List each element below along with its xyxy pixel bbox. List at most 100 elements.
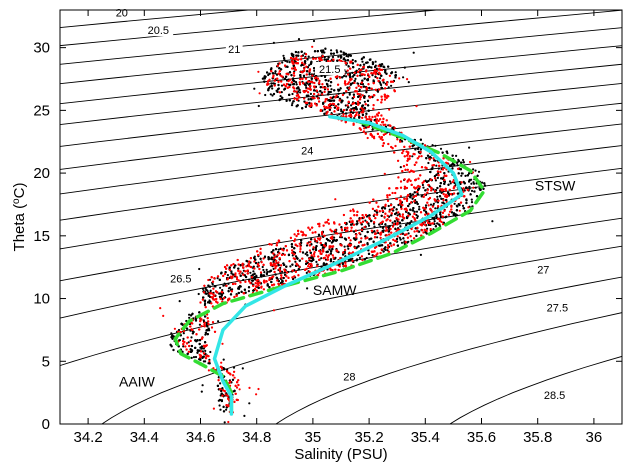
scatter-point xyxy=(350,82,353,85)
scatter-point xyxy=(268,286,271,289)
scatter-point xyxy=(332,52,335,55)
scatter-point xyxy=(290,74,293,77)
scatter-point-outlier xyxy=(248,402,251,405)
scatter-point xyxy=(358,111,361,115)
scatter-point xyxy=(457,172,460,175)
scatter-point xyxy=(450,211,454,214)
scatter-point xyxy=(418,208,421,211)
scatter-point xyxy=(447,191,450,194)
scatter-point xyxy=(302,74,306,77)
scatter-point xyxy=(320,91,324,94)
scatter-point xyxy=(234,264,237,267)
scatter-point xyxy=(483,184,487,187)
density-contour-line xyxy=(60,145,622,221)
scatter-point xyxy=(353,79,356,83)
scatter-point xyxy=(297,99,300,102)
scatter-point-outlier xyxy=(277,248,280,251)
scatter-point xyxy=(268,72,271,75)
scatter-point xyxy=(225,406,228,409)
scatter-point xyxy=(232,273,235,276)
scatter-point xyxy=(245,259,248,263)
scatter-point xyxy=(190,344,193,348)
scatter-point xyxy=(206,329,209,332)
scatter-point xyxy=(299,75,302,79)
scatter-point xyxy=(461,204,465,207)
density-contour-line xyxy=(60,27,622,85)
scatter-point xyxy=(408,222,411,225)
scatter-point xyxy=(395,208,398,211)
scatter-point xyxy=(434,179,437,182)
scatter-point xyxy=(462,161,465,164)
scatter-point xyxy=(380,74,383,77)
scatter-point xyxy=(408,202,411,206)
scatter-point xyxy=(310,60,313,64)
scatter-point xyxy=(434,225,437,228)
scatter-point xyxy=(389,242,392,245)
scatter-point xyxy=(346,59,350,62)
scatter-point xyxy=(470,189,474,192)
scatter-point xyxy=(330,99,333,102)
scatter-point xyxy=(448,180,452,183)
scatter-point xyxy=(481,181,484,184)
scatter-point xyxy=(407,212,410,215)
scatter-point xyxy=(373,225,376,228)
scatter-point xyxy=(415,210,419,213)
scatter-point xyxy=(359,64,362,67)
scatter-point xyxy=(251,279,255,282)
scatter-point xyxy=(170,332,173,335)
scatter-point xyxy=(227,282,230,285)
scatter-point xyxy=(324,258,328,261)
scatter-point xyxy=(379,244,382,247)
scatter-point xyxy=(361,104,364,107)
scatter-point xyxy=(387,65,390,68)
scatter-point xyxy=(456,161,459,164)
scatter-point xyxy=(329,252,332,255)
scatter-point xyxy=(205,292,208,295)
scatter-point xyxy=(360,58,363,61)
scatter-point xyxy=(340,50,343,53)
scatter-point xyxy=(289,83,292,86)
scatter-point xyxy=(306,254,309,257)
scatter-point xyxy=(295,54,298,57)
scatter-point xyxy=(369,58,372,61)
scatter-point xyxy=(207,301,210,304)
scatter-point xyxy=(306,70,309,73)
scatter-point xyxy=(266,284,269,287)
scatter-point xyxy=(240,290,243,293)
scatter-point xyxy=(263,76,266,79)
scatter-point xyxy=(228,286,232,289)
scatter-point xyxy=(476,174,479,177)
scatter-point xyxy=(262,268,265,272)
scatter-point xyxy=(319,86,322,89)
scatter-point xyxy=(278,67,281,70)
scatter-point xyxy=(370,66,373,69)
scatter-point xyxy=(336,51,339,54)
scatter-point xyxy=(185,327,189,330)
scatter-point xyxy=(441,151,444,154)
scatter-point xyxy=(456,192,459,195)
scatter-point-outlier xyxy=(356,82,359,85)
scatter-point xyxy=(344,238,347,241)
scatter-point xyxy=(371,74,374,77)
scatter-point xyxy=(470,182,473,185)
scatter-point xyxy=(230,270,233,273)
scatter-point-outlier xyxy=(402,76,405,79)
scatter-point xyxy=(410,220,413,223)
scatter-point xyxy=(252,270,255,273)
scatter-point-outlier xyxy=(477,170,481,173)
scatter-point xyxy=(322,49,325,52)
scatter-point-outlier xyxy=(463,207,466,210)
scatter-point xyxy=(194,319,198,322)
scatter-point xyxy=(464,174,467,177)
scatter-point-outlier xyxy=(219,292,222,295)
scatter-point xyxy=(416,193,419,196)
scatter-point xyxy=(352,93,355,96)
scatter-point xyxy=(266,71,269,74)
scatter-point xyxy=(304,105,307,108)
scatter-point xyxy=(400,205,403,209)
scatter-point xyxy=(300,239,303,242)
scatter-point xyxy=(180,322,183,325)
scatter-point xyxy=(281,61,284,64)
scatter-point-outlier xyxy=(468,146,471,149)
scatter-point xyxy=(390,84,393,87)
